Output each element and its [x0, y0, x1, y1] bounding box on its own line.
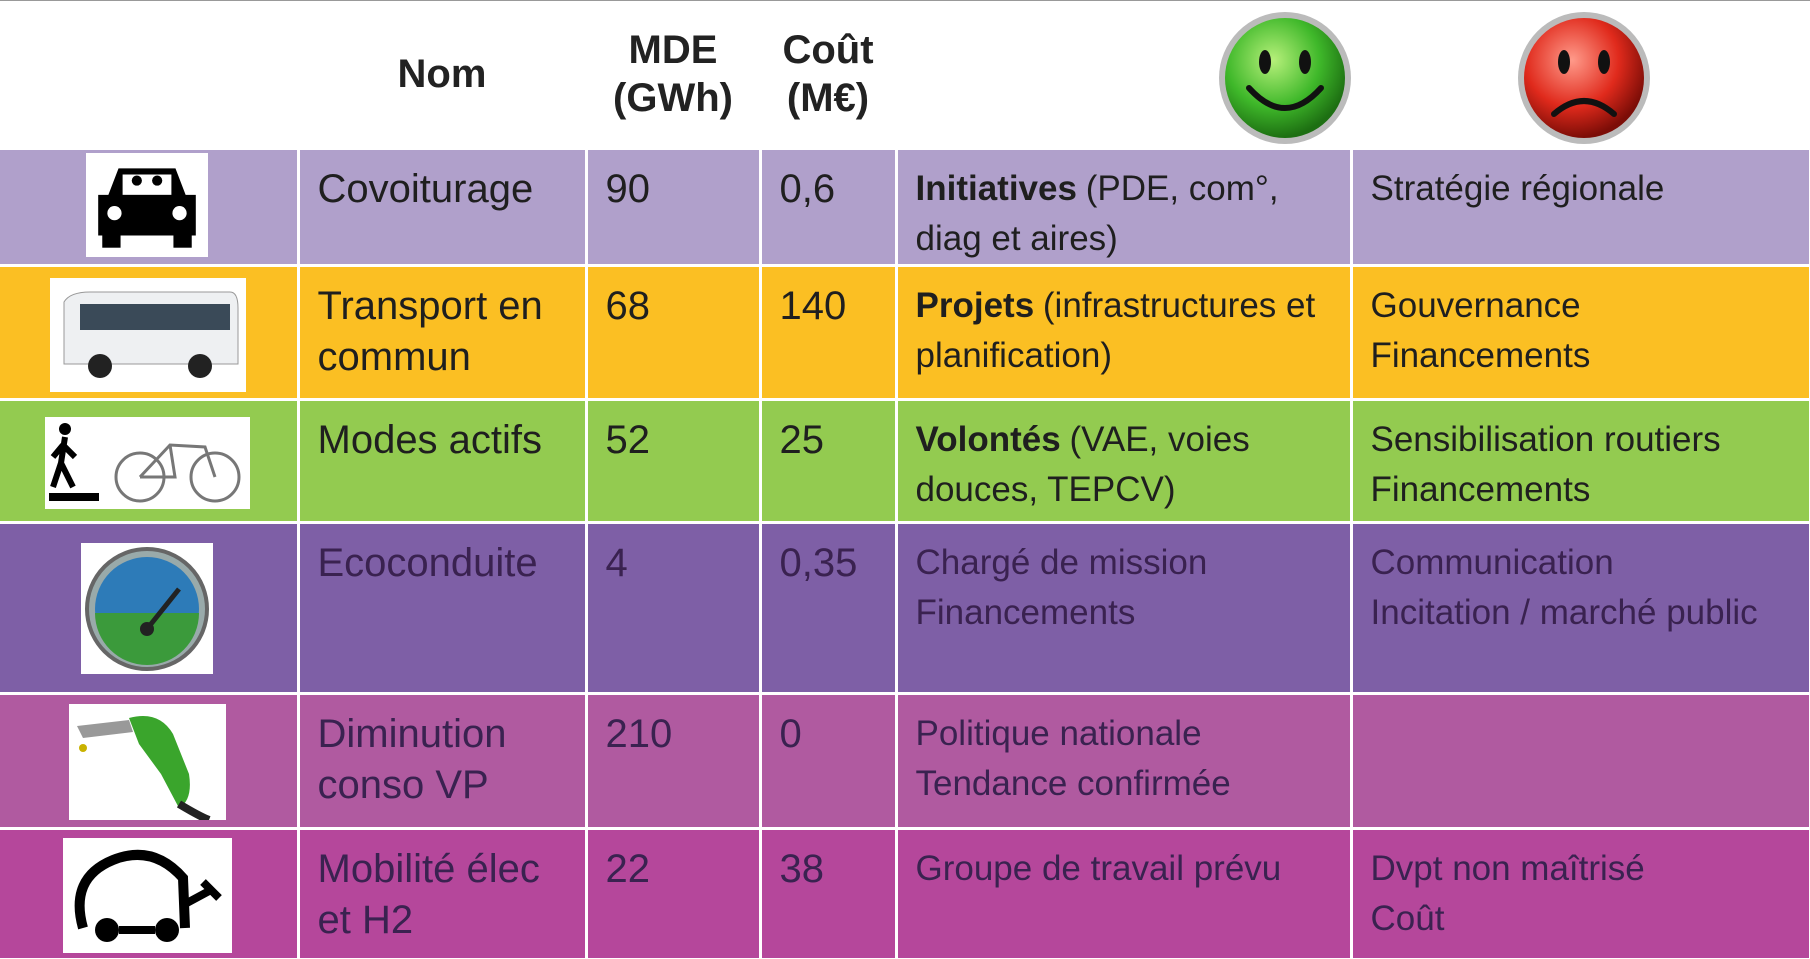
cons-line: Financements — [1370, 470, 1591, 510]
pros: Groupe de travail prévu — [916, 844, 1332, 895]
walk-bike-icon — [45, 417, 250, 509]
sad-smiley — [1518, 12, 1650, 144]
mde: 52 — [605, 417, 651, 462]
pros-cell: Groupe de travail prévu — [897, 829, 1350, 958]
name: Mobilité élec et H2 — [317, 846, 540, 942]
mde: 90 — [605, 166, 651, 211]
cons-line: Incitation / marché public — [1370, 593, 1758, 633]
name-cell: Transport en commun — [299, 266, 585, 398]
cons-cell: Sensibilisation routiers Financements — [1352, 400, 1809, 521]
pros: Politique nationale Tendance confirmée — [916, 709, 1332, 811]
name: Ecoconduite — [317, 540, 538, 585]
cost-cell: 38 — [761, 829, 895, 958]
mde: 68 — [605, 283, 651, 328]
nozzle-icon — [69, 704, 226, 820]
pros-keyword: Initiatives — [915, 168, 1077, 208]
pros-cell: Initiatives (PDE, com°, diag et aires) — [897, 149, 1350, 264]
pros-text: (infrastructures et planification) — [915, 285, 1316, 376]
pros-cell: Politique nationale Tendance confirmée — [897, 694, 1350, 827]
name: Diminution conso VP — [317, 711, 507, 807]
cost: 0,35 — [779, 540, 858, 585]
top-rule — [0, 0, 1810, 1]
header-nom: Nom — [397, 52, 487, 96]
pros-text: (VAE, voies douces, TEPCV) — [915, 419, 1250, 510]
cons-line: Dvpt non maîtrisé — [1370, 848, 1645, 888]
mde: 22 — [605, 846, 651, 891]
cons-cell — [1352, 694, 1809, 827]
mde: 210 — [605, 711, 673, 756]
cons-line: Financements — [1370, 336, 1591, 376]
cons-cell: Communication Incitation / marché public — [1352, 523, 1809, 692]
cons-cell: Dvpt non maîtrisé Coût — [1352, 829, 1809, 958]
cons-line: Coût — [1370, 899, 1445, 939]
pros-cell: Projets (infrastructures et planification… — [897, 266, 1350, 398]
cost-cell: 25 — [761, 400, 895, 521]
cost: 38 — [779, 846, 825, 891]
pros: Initiatives (PDE, com°, diag et aires) — [916, 164, 1332, 264]
cons-cell: Gouvernance Financements — [1352, 266, 1809, 398]
pros: Chargé de mission Financements — [916, 538, 1332, 640]
mde: 4 — [605, 540, 628, 585]
pros-keyword: Volontés — [915, 419, 1061, 459]
pros: Volontés (VAE, voies douces, TEPCV) — [916, 415, 1332, 517]
name: Transport en commun — [317, 283, 543, 379]
header-mde: MDE (GWh) — [613, 28, 733, 120]
cost: 140 — [779, 283, 847, 328]
pros: Projets (infrastructures et planification… — [916, 281, 1332, 383]
name: Covoiturage — [317, 166, 534, 211]
pros-cell: Chargé de mission Financements — [897, 523, 1350, 692]
cost-cell: 0,6 — [761, 149, 895, 264]
happy-smiley — [1219, 12, 1351, 144]
mde-cell: 210 — [587, 694, 759, 827]
cost: 25 — [779, 417, 825, 462]
cost-cell: 0,35 — [761, 523, 895, 692]
cost-cell: 0 — [761, 694, 895, 827]
cons-line: Sensibilisation routiers — [1370, 419, 1721, 459]
mde-cell: 90 — [587, 149, 759, 264]
cost: 0 — [779, 711, 802, 756]
cons-line: Stratégie régionale — [1370, 168, 1665, 208]
pros-text: Politique nationale Tendance confirmée — [915, 713, 1231, 804]
name-cell: Modes actifs — [299, 400, 585, 521]
name-cell: Mobilité élec et H2 — [299, 829, 585, 958]
header-cout: Coût (M€) — [782, 28, 874, 120]
mde-cell: 4 — [587, 523, 759, 692]
mde-cell: 52 — [587, 400, 759, 521]
mde-cell: 68 — [587, 266, 759, 398]
car-icon — [86, 153, 208, 257]
cost: 0,6 — [779, 166, 836, 211]
gauge-icon — [81, 543, 213, 674]
pros-text: (PDE, com°, diag et aires) — [915, 168, 1279, 259]
pros-text: Chargé de mission Financements — [915, 542, 1208, 633]
name-cell: Ecoconduite — [299, 523, 585, 692]
ev-icon — [63, 838, 232, 953]
name-cell: Diminution conso VP — [299, 694, 585, 827]
cons-cell: Stratégie régionale — [1352, 149, 1809, 264]
name: Modes actifs — [317, 417, 543, 462]
bus-icon — [50, 278, 246, 392]
name-cell: Covoiturage — [299, 149, 585, 264]
cost-cell: 140 — [761, 266, 895, 398]
mde-cell: 22 — [587, 829, 759, 958]
pros-cell: Volontés (VAE, voies douces, TEPCV) — [897, 400, 1350, 521]
cons-line: Gouvernance — [1370, 285, 1581, 325]
cons-line: Communication — [1370, 542, 1614, 582]
pros-keyword: Projets — [915, 285, 1035, 325]
pros-text: Groupe de travail prévu — [915, 848, 1282, 888]
